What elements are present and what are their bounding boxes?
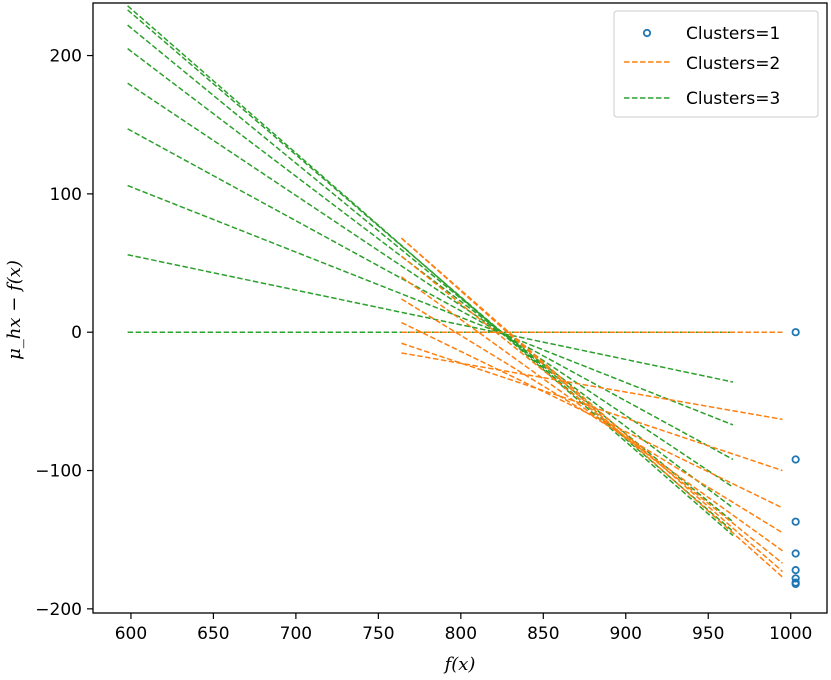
clusters1-point <box>791 328 800 337</box>
clusters2-line <box>400 237 783 578</box>
clusters1-point <box>791 549 800 558</box>
clusters3-line <box>127 128 734 461</box>
ticks-layer: 600 650 700 750 800 850 900 950 1000 −200 −100 0 100… <box>35 47 812 644</box>
clusters1-point <box>791 455 800 464</box>
x-tick-label: 700 <box>280 624 312 644</box>
clusters3-line <box>127 5 734 537</box>
clusters2-line <box>401 276 783 552</box>
clusters2-line <box>401 321 783 509</box>
clusters3-line <box>127 254 734 383</box>
y-tick-label: 200 <box>50 47 82 67</box>
clusters2-line <box>400 255 783 564</box>
clusters2-line <box>401 298 783 534</box>
y-axis-label: μ_hx − f(x) <box>4 260 25 360</box>
x-axis-label: f(x) <box>443 654 476 675</box>
x-tick-label: 1000 <box>769 624 812 644</box>
series-layer <box>127 5 800 589</box>
clusters3-line <box>127 48 734 509</box>
x-tick-label: 600 <box>115 624 147 644</box>
clusters1-point <box>791 566 800 575</box>
x-tick-label: 950 <box>692 624 724 644</box>
legend-label-clusters2: Clusters=2 <box>686 54 780 74</box>
clusters1-point <box>791 579 800 589</box>
y-tick-label: −100 <box>35 462 82 482</box>
x-tick-label: 850 <box>527 624 559 644</box>
plot-frame <box>92 2 828 614</box>
x-tick-label: 900 <box>610 624 642 644</box>
clusters2-line <box>401 342 783 472</box>
legend-label-clusters1: Clusters=1 <box>686 24 780 44</box>
x-tick-label: 800 <box>445 624 477 644</box>
legend-label-clusters3: Clusters=3 <box>686 89 780 109</box>
y-tick-label: 0 <box>71 323 82 343</box>
y-tick-label: −200 <box>35 600 82 620</box>
y-tick-label: 100 <box>50 185 82 205</box>
clusters1-point <box>791 517 800 526</box>
legend-box <box>613 10 819 118</box>
legend-marker-clusters1 <box>642 28 652 38</box>
x-tick-label: 750 <box>362 624 394 644</box>
clusters3-line <box>127 9 734 532</box>
x-tick-label: 650 <box>197 624 229 644</box>
clusters3-line <box>127 82 734 488</box>
clusters3-line <box>127 184 734 426</box>
legend: Clusters=1 Clusters=2 Clusters=3 <box>613 10 819 118</box>
